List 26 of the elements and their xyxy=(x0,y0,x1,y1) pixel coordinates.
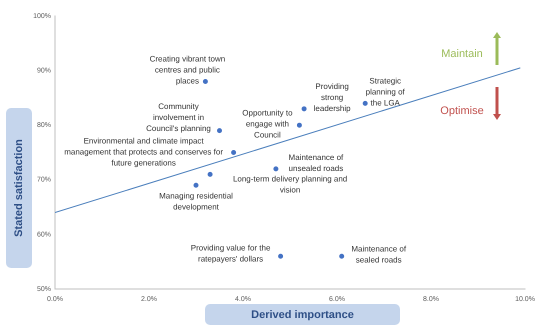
annotation: Providing value for the ratepayers' dollars xyxy=(190,243,271,264)
annotation: Creating vibrant town centres and public places xyxy=(150,54,226,86)
point xyxy=(302,106,307,112)
point xyxy=(194,182,198,188)
annotation: Managing residential development xyxy=(159,191,234,212)
point xyxy=(202,79,208,84)
point xyxy=(278,254,284,259)
annotation: Maintenance of unsealed roads xyxy=(288,153,344,174)
point xyxy=(362,100,368,106)
annotation: Maintain xyxy=(441,48,483,60)
point xyxy=(217,128,222,134)
annotation: Environmental and climate impact management that protects and conserves for future generations xyxy=(64,136,224,168)
point xyxy=(296,122,302,128)
annotation: Long-term delivery planning and vision xyxy=(232,174,348,195)
annotation: Community involvement in Council's planning xyxy=(146,102,211,133)
annotation: Strategic planning of the LGA xyxy=(366,76,406,108)
y-axis-title: Stated satisfaction xyxy=(13,139,25,237)
annotation: Opportunity to engage with Council xyxy=(242,108,294,140)
x-axis-title: Derived importance xyxy=(205,304,400,325)
point xyxy=(208,172,213,177)
point xyxy=(339,254,344,259)
annotation: Optimise xyxy=(440,105,484,118)
point xyxy=(273,166,278,172)
point xyxy=(231,150,236,155)
annotation: Providing strong leadership xyxy=(314,82,352,114)
annotation: Maintenance of sealed roads xyxy=(351,244,407,264)
